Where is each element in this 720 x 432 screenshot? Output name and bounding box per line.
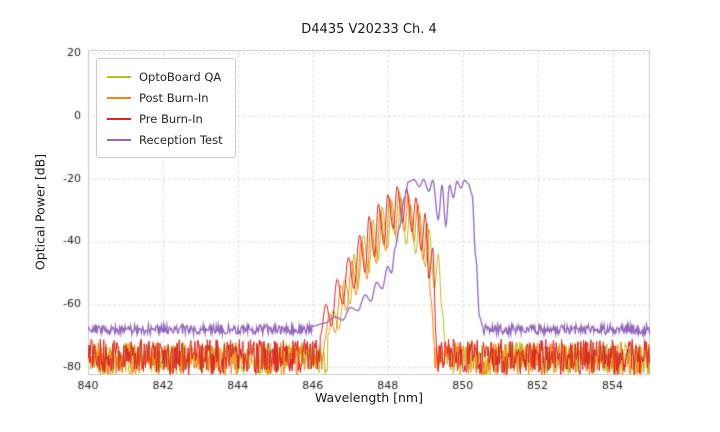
legend-swatch-optoboard-qa — [107, 75, 131, 78]
legend-item-post-burn-in: Post Burn-In — [107, 87, 223, 108]
legend: OptoBoard QA Post Burn-In Pre Burn-In Re… — [96, 58, 236, 158]
legend-label: Reception Test — [139, 132, 223, 147]
x-axis-label: Wavelength [nm] — [315, 390, 423, 405]
legend-swatch-post-burn-in — [107, 96, 131, 99]
legend-swatch-reception-test — [107, 138, 131, 141]
legend-label: OptoBoard QA — [139, 69, 222, 84]
chart-title: D4435 V20233 Ch. 4 — [301, 22, 437, 37]
legend-swatch-pre-burn-in — [107, 117, 131, 120]
legend-label: Pre Burn-In — [139, 111, 203, 126]
legend-label: Post Burn-In — [139, 90, 209, 105]
legend-item-pre-burn-in: Pre Burn-In — [107, 108, 223, 129]
legend-item-optoboard-qa: OptoBoard QA — [107, 66, 223, 87]
y-axis-label: Optical Power [dB] — [32, 153, 48, 271]
legend-item-reception-test: Reception Test — [107, 129, 223, 150]
